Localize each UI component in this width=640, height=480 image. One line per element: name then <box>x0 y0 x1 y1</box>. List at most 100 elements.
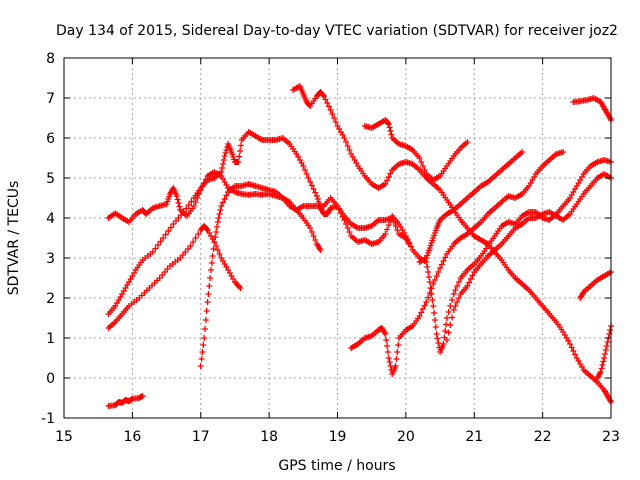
data-point <box>447 303 454 309</box>
data-point <box>307 225 314 231</box>
data-point <box>314 196 321 202</box>
data-point <box>434 335 441 342</box>
data-point <box>203 308 210 314</box>
data-point <box>384 177 391 184</box>
series-track-6 <box>290 83 614 405</box>
data-point <box>208 267 215 273</box>
data-point <box>568 344 575 351</box>
data-point <box>208 260 215 266</box>
data-point <box>237 285 244 291</box>
x-tick-label: 15 <box>55 429 73 445</box>
data-point <box>185 202 192 208</box>
data-point <box>187 243 194 249</box>
data-point <box>339 213 346 220</box>
series-track-10 <box>443 171 614 343</box>
data-point <box>416 313 423 319</box>
data-point <box>308 229 315 235</box>
data-point <box>519 149 526 155</box>
data-point <box>452 287 459 293</box>
data-point <box>327 107 334 113</box>
data-point <box>210 246 217 252</box>
data-point <box>447 322 454 328</box>
data-point <box>431 317 438 323</box>
data-point <box>425 274 432 280</box>
data-point <box>416 155 423 161</box>
data-point <box>200 342 207 348</box>
data-point <box>213 229 220 235</box>
data-point <box>382 231 389 237</box>
data-point <box>300 163 307 169</box>
data-point <box>449 297 456 303</box>
data-point <box>384 226 391 233</box>
y-tick-label: 8 <box>46 51 55 67</box>
x-tick-label: 16 <box>123 429 141 445</box>
data-point <box>310 186 317 192</box>
data-point <box>152 245 159 252</box>
data-point <box>455 295 462 301</box>
data-point <box>387 217 394 224</box>
data-point <box>165 228 172 234</box>
data-point <box>302 167 309 173</box>
data-point <box>176 203 183 210</box>
data-point <box>198 356 205 362</box>
data-point <box>205 291 212 297</box>
data-point <box>237 142 244 149</box>
data-point <box>303 171 310 177</box>
data-point <box>220 157 227 163</box>
data-point <box>402 233 409 239</box>
data-point <box>215 215 222 221</box>
data-point <box>183 205 190 212</box>
data-point <box>190 203 197 209</box>
data-point <box>408 243 415 250</box>
data-point <box>216 251 223 257</box>
data-point <box>418 159 425 165</box>
data-point <box>218 203 225 209</box>
data-point <box>188 198 195 205</box>
data-point <box>433 331 440 337</box>
data-point <box>566 341 573 347</box>
data-point <box>431 277 438 283</box>
data-point <box>344 225 351 231</box>
data-point <box>404 236 411 243</box>
data-point <box>214 247 221 253</box>
data-point <box>207 275 214 281</box>
data-point <box>423 299 430 305</box>
data-point <box>222 150 229 156</box>
data-point <box>428 285 435 292</box>
data-point <box>393 356 400 362</box>
data-point <box>155 242 162 248</box>
series-track-2 <box>105 129 614 355</box>
x-tick-label: 17 <box>192 429 210 445</box>
y-tick-label: 2 <box>46 291 55 307</box>
data-point <box>602 347 609 353</box>
data-point <box>437 265 444 271</box>
data-point <box>395 342 402 348</box>
data-point <box>600 358 607 365</box>
series-track-9 <box>416 149 526 265</box>
data-point <box>426 290 433 296</box>
data-point <box>426 279 433 285</box>
data-point <box>308 182 315 189</box>
data-point <box>212 234 219 240</box>
data-point <box>440 258 447 264</box>
data-point <box>197 363 204 369</box>
data-point <box>419 163 426 169</box>
data-point <box>160 235 167 241</box>
y-tick-label: 0 <box>46 371 55 387</box>
y-tick-label: 7 <box>46 91 55 107</box>
data-point <box>195 231 202 237</box>
data-point <box>214 219 221 225</box>
data-point <box>424 264 431 270</box>
data-point <box>435 340 442 346</box>
data-point <box>406 240 413 246</box>
data-point <box>604 339 611 345</box>
data-point <box>201 335 208 341</box>
data-point <box>317 247 324 253</box>
data-point <box>419 306 426 312</box>
data-point <box>221 196 228 202</box>
data-point <box>464 139 471 145</box>
data-point <box>430 281 437 287</box>
data-point <box>173 193 180 199</box>
